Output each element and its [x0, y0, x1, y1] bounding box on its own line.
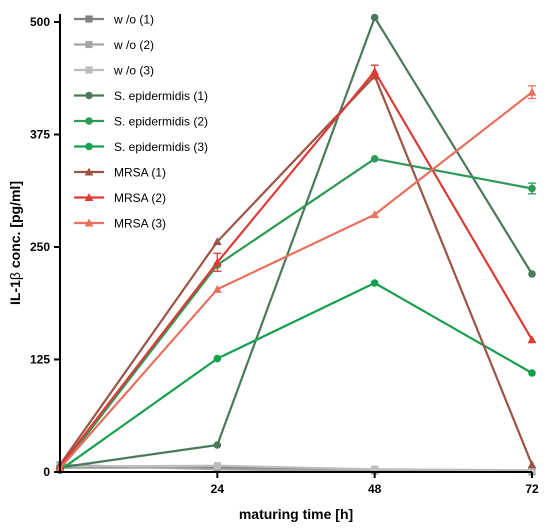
data-point-mrsa-1: [527, 460, 537, 469]
axes: [59, 14, 532, 473]
legend-label: w /o (2): [113, 38, 154, 52]
series-line-s-epidermidis-3: [59, 281, 533, 472]
y-axis-title-prefix: IL-1: [7, 280, 23, 305]
legend-marker: [85, 40, 93, 49]
data-point-s-epidermidis-3: [528, 369, 536, 377]
legend-marker: [85, 66, 93, 74]
legend-marker: [85, 91, 93, 100]
legend-label: MRSA (2): [114, 191, 166, 205]
data-point-mrsa-3: [527, 87, 537, 96]
legend-item-w-o-2: w /o (2): [74, 38, 154, 52]
data-point-s-epidermidis-3: [370, 279, 379, 287]
data-point-s-epidermidis-2: [528, 184, 536, 193]
legend-item-mrsa-2: MRSA (2): [74, 191, 166, 205]
x-tick-label: 72: [525, 482, 539, 496]
legend-label: MRSA (1): [114, 166, 166, 180]
data-point-s-epidermidis-1: [370, 13, 379, 22]
legend-marker: [85, 15, 93, 23]
data-point-s-epidermidis-1: [213, 441, 222, 449]
data-point-mrsa-2: [527, 335, 537, 344]
legend-label: w /o (1): [113, 13, 154, 27]
data-point-s-epidermidis-1: [528, 270, 536, 278]
legend: w /o (1) w /o (2) w /o (3) S. epidermidis (…: [74, 13, 208, 231]
legend-label: w /o (3): [113, 64, 154, 78]
data-point-mrsa-2: [370, 67, 380, 76]
data-marks: [55, 13, 537, 476]
legend-marker: [84, 193, 94, 202]
y-tick-label: 250: [30, 240, 50, 254]
series-line-mrsa-3: [59, 91, 533, 470]
data-point-w-o-3: [371, 465, 379, 473]
series-line-s-epidermidis-1: [59, 16, 533, 469]
data-point-mrsa-3: [370, 210, 380, 219]
legend-item-w-o-1: w /o (1): [74, 13, 154, 27]
y-axis-title-greek: β: [7, 272, 23, 280]
x-tick-label: 24: [211, 482, 225, 496]
series-mrsa-2: [55, 64, 537, 471]
y-axis-title: IL-1β conc. [pg/ml]: [7, 181, 23, 305]
legend-marker: [85, 117, 93, 125]
legend-item-s-epidermidis-3: S. epidermidis (3): [74, 140, 208, 154]
series-line-w-o-3: [59, 464, 533, 472]
data-point-s-epidermidis-3: [213, 354, 222, 363]
data-point-s-epidermidis-2: [370, 155, 379, 163]
legend-label: S. epidermidis (1): [114, 89, 208, 103]
legend-item-w-o-3: w /o (3): [74, 64, 154, 78]
legend-marker: [85, 142, 93, 151]
y-tick-label: 375: [30, 128, 50, 142]
y-tick-label: 0: [43, 465, 50, 479]
y-axis-title-suffix: conc. [pg/ml]: [7, 181, 23, 272]
data-point-mrsa-2: [212, 257, 222, 266]
data-point-w-o-3: [213, 462, 221, 470]
y-tick-label: 125: [30, 353, 50, 367]
series-line-mrsa-2: [59, 70, 533, 468]
data-point-w-o-3: [528, 466, 536, 474]
x-axis-title: maturing time [h]: [239, 506, 353, 522]
series-line-mrsa-1: [59, 74, 534, 466]
legend-marker: [84, 218, 94, 227]
legend-label: S. epidermidis (2): [114, 115, 208, 129]
legend-item-s-epidermidis-1: S. epidermidis (1): [74, 89, 208, 103]
y-tick-label: 500: [30, 15, 50, 29]
legend-item-mrsa-3: MRSA (3): [74, 217, 166, 231]
x-tick-label: 48: [368, 482, 382, 496]
legend-label: S. epidermidis (3): [114, 140, 208, 154]
legend-marker: [84, 167, 94, 176]
legend-label: MRSA (3): [114, 217, 166, 231]
legend-item-s-epidermidis-2: S. epidermidis (2): [74, 115, 208, 129]
data-point-mrsa-1: [212, 237, 222, 246]
series-mrsa-1: [55, 71, 537, 469]
data-point-mrsa-3: [212, 284, 222, 293]
axis-ticks: 0 125 250 375 500 24 48 72: [30, 15, 539, 496]
series-s-epidermidis-1: [56, 13, 536, 472]
series-line-s-epidermidis-2: [59, 157, 533, 470]
legend-item-mrsa-1: MRSA (1): [74, 166, 166, 180]
